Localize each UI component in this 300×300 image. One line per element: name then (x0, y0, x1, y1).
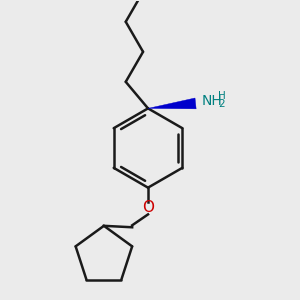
Text: NH: NH (202, 94, 222, 109)
Polygon shape (148, 98, 196, 109)
Text: H: H (218, 91, 226, 100)
Text: 2: 2 (218, 99, 225, 110)
Text: O: O (142, 200, 154, 215)
